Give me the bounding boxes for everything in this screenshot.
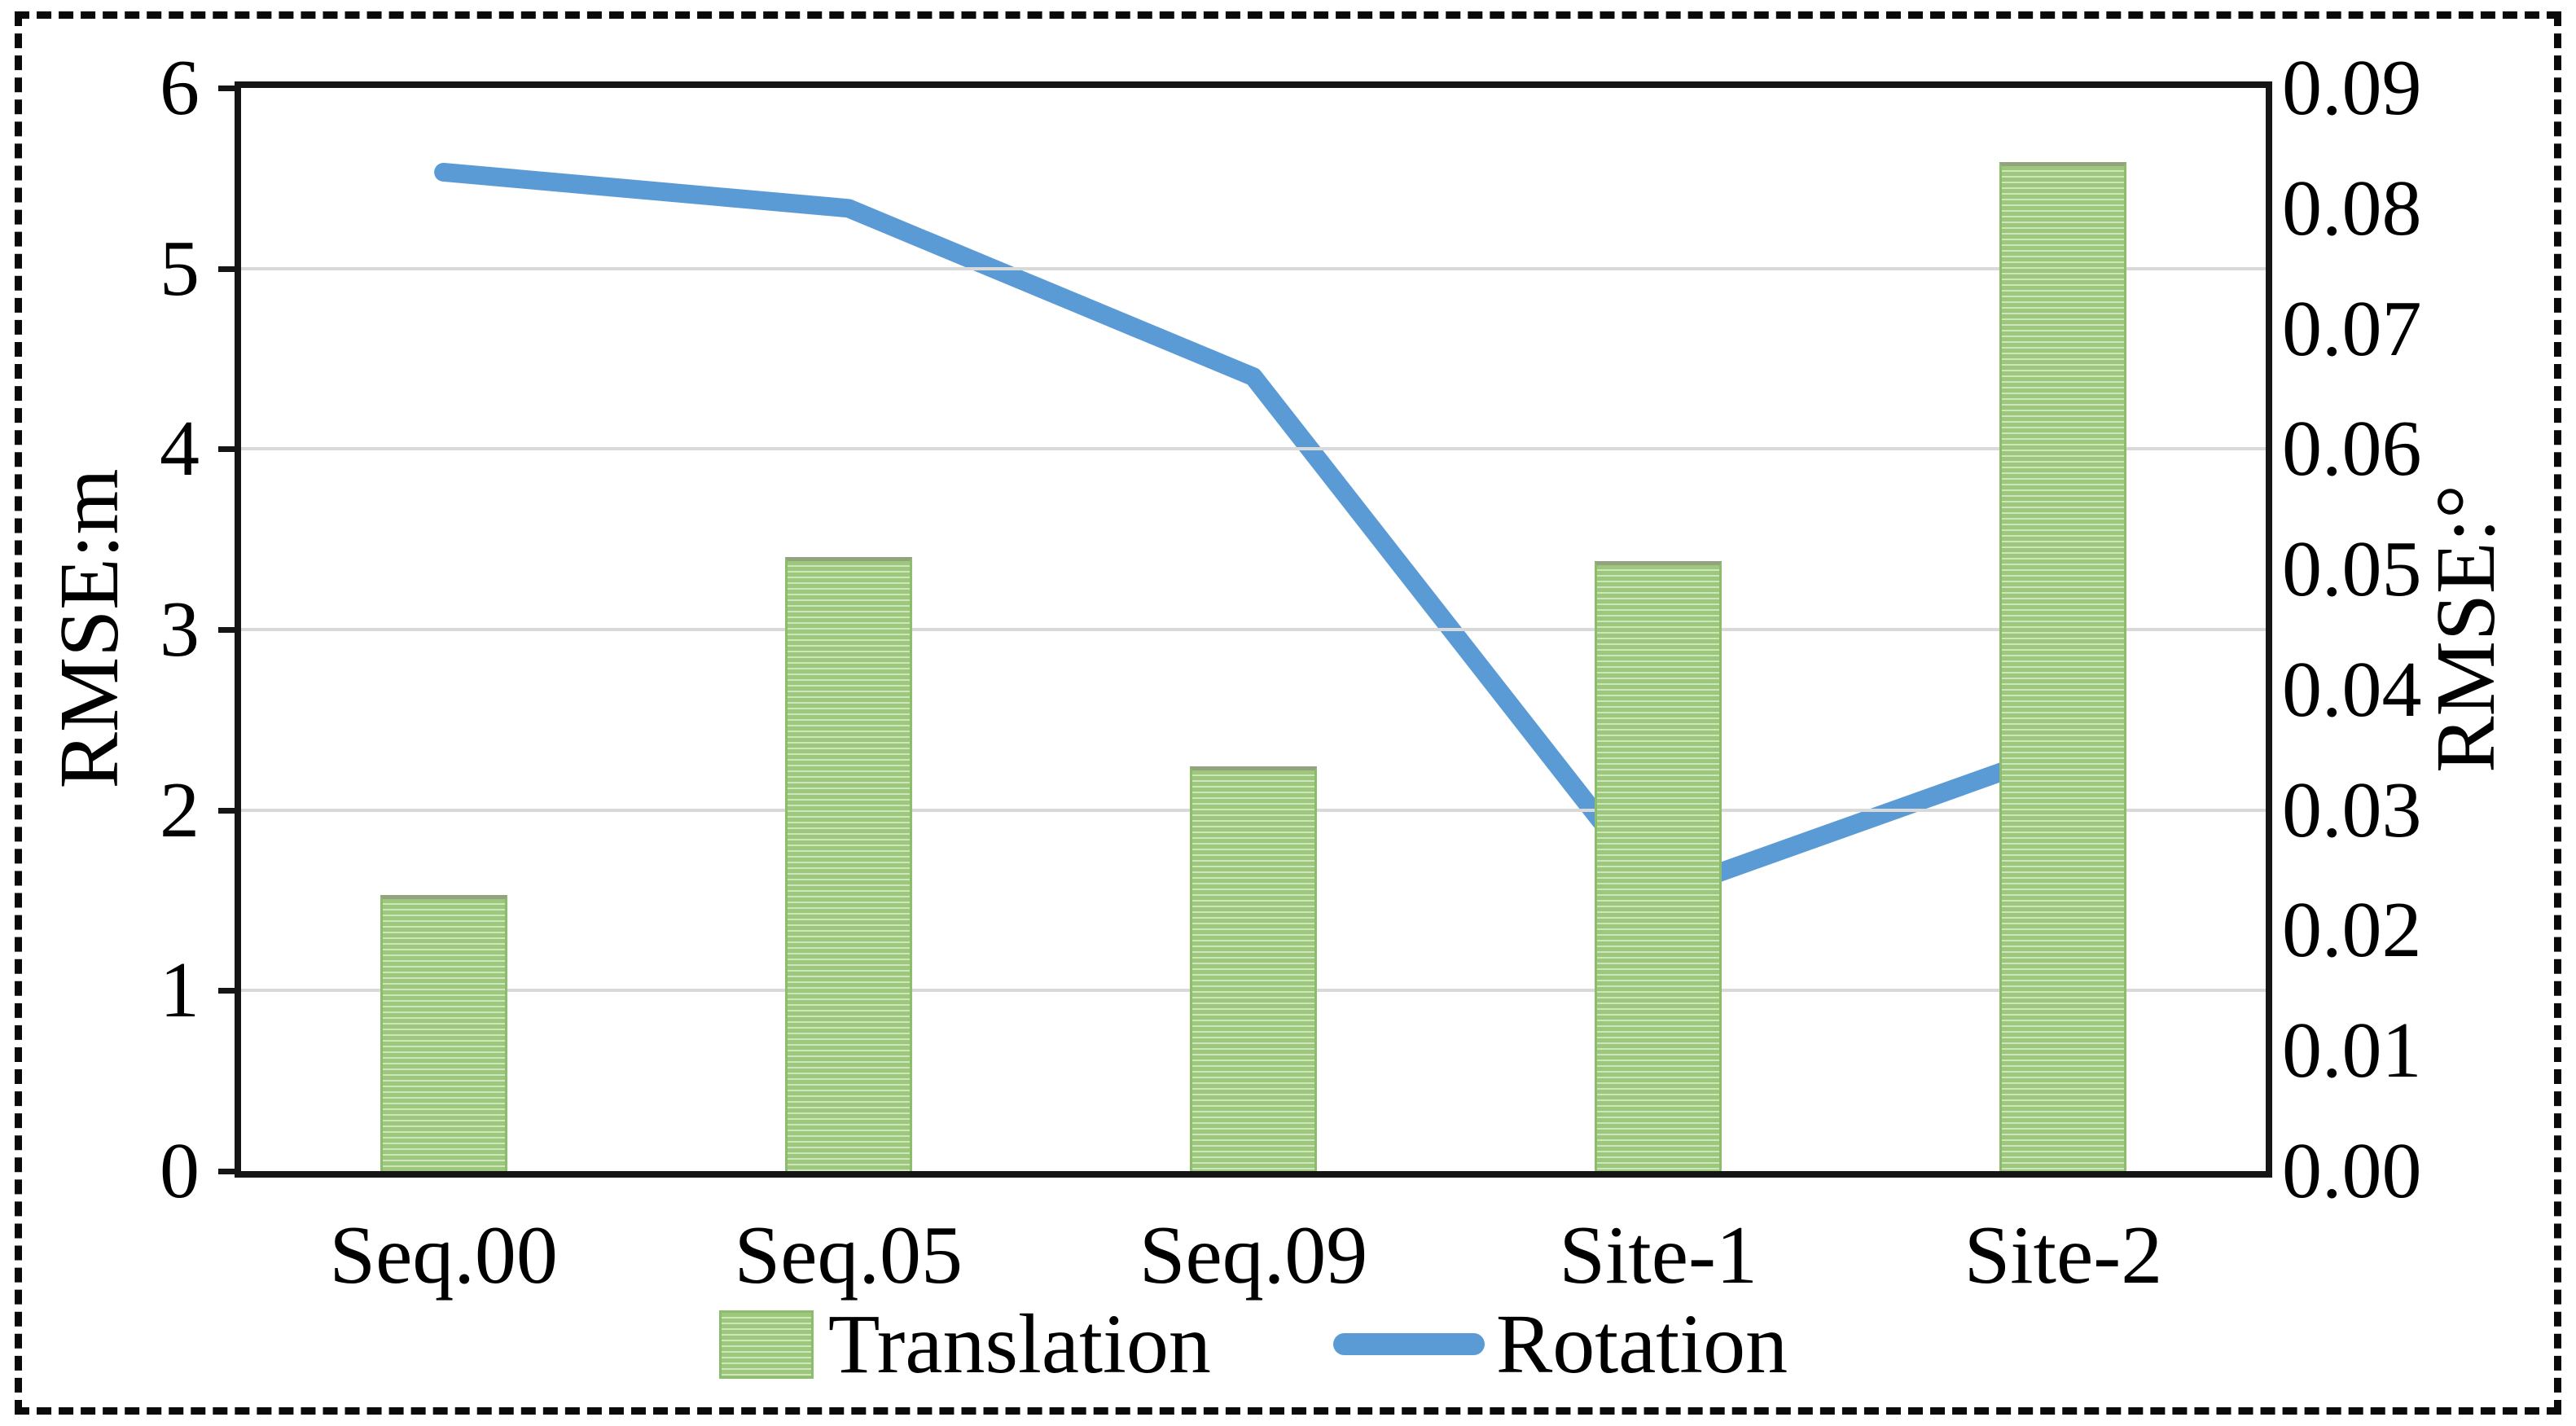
- left-axis-tick-label: 6: [160, 44, 200, 132]
- right-axis-tick-label: 0.08: [2282, 164, 2422, 252]
- gridline: [241, 266, 2266, 270]
- rotation-line-layer: [434, 162, 2073, 904]
- translation-swatch-icon: [718, 1310, 814, 1379]
- x-axis-label-Seq.00: Seq.00: [329, 1209, 558, 1301]
- right-axis-tick-label: 0.04: [2282, 645, 2422, 734]
- legend-item-rotation: Rotation: [1332, 1296, 1788, 1393]
- left-axis-tick-label: 0: [160, 1127, 200, 1215]
- bar-translation-Site-1: [1595, 560, 1722, 1171]
- right-axis-tick-label: 0.06: [2282, 405, 2422, 494]
- bar-translation-Site-2: [1999, 161, 2127, 1171]
- left-axis-tick: [218, 1169, 241, 1174]
- x-axis-label-Seq.09: Seq.09: [1139, 1209, 1368, 1301]
- bar-translation-Seq.09: [1190, 766, 1317, 1171]
- rotation-swatch-icon: [1332, 1333, 1485, 1355]
- legend-label-rotation: Rotation: [1495, 1297, 1788, 1391]
- left-axis-tick: [218, 446, 241, 453]
- left-axis-tick: [218, 86, 241, 91]
- left-axis-tick-label: 3: [160, 586, 200, 674]
- bar-translation-Seq.00: [380, 894, 507, 1171]
- left-axis-tick-label: 5: [160, 224, 200, 313]
- right-axis-tick-label: 0.07: [2282, 284, 2422, 373]
- dashed-border-frame: [15, 11, 2561, 1415]
- left-axis-tick: [218, 807, 241, 814]
- plot-area: [241, 88, 2266, 1171]
- legend: Translation Rotation: [241, 1293, 2266, 1395]
- right-axis-tick-label: 0.02: [2282, 886, 2422, 975]
- right-axis-tick-label: 0.00: [2282, 1127, 2422, 1215]
- rotation-line: [434, 162, 2073, 904]
- left-axis-tick: [218, 265, 241, 272]
- gridline: [241, 628, 2266, 631]
- right-axis-tick-label: 0.05: [2282, 525, 2422, 614]
- right-axis-tick-label: 0.01: [2282, 1007, 2422, 1095]
- left-axis-tick-label: 2: [160, 766, 200, 854]
- bar-translation-Seq.05: [784, 557, 912, 1171]
- right-axis-tick-label: 0.03: [2282, 766, 2422, 854]
- x-axis-label-Site-2: Site-2: [1964, 1209, 2163, 1301]
- gridline: [241, 447, 2266, 451]
- left-axis-tick: [218, 627, 241, 633]
- right-axis-tick-label: 0.09: [2282, 44, 2422, 132]
- legend-label-translation: Translation: [827, 1297, 1211, 1391]
- left-axis-tick-label: 4: [160, 405, 200, 494]
- left-axis-tick: [218, 988, 241, 994]
- x-axis-label-Site-1: Site-1: [1559, 1209, 1758, 1301]
- left-axis-tick-label: 1: [160, 946, 200, 1035]
- legend-item-translation: Translation: [718, 1296, 1211, 1393]
- x-axis-label-Seq.05: Seq.05: [734, 1209, 963, 1301]
